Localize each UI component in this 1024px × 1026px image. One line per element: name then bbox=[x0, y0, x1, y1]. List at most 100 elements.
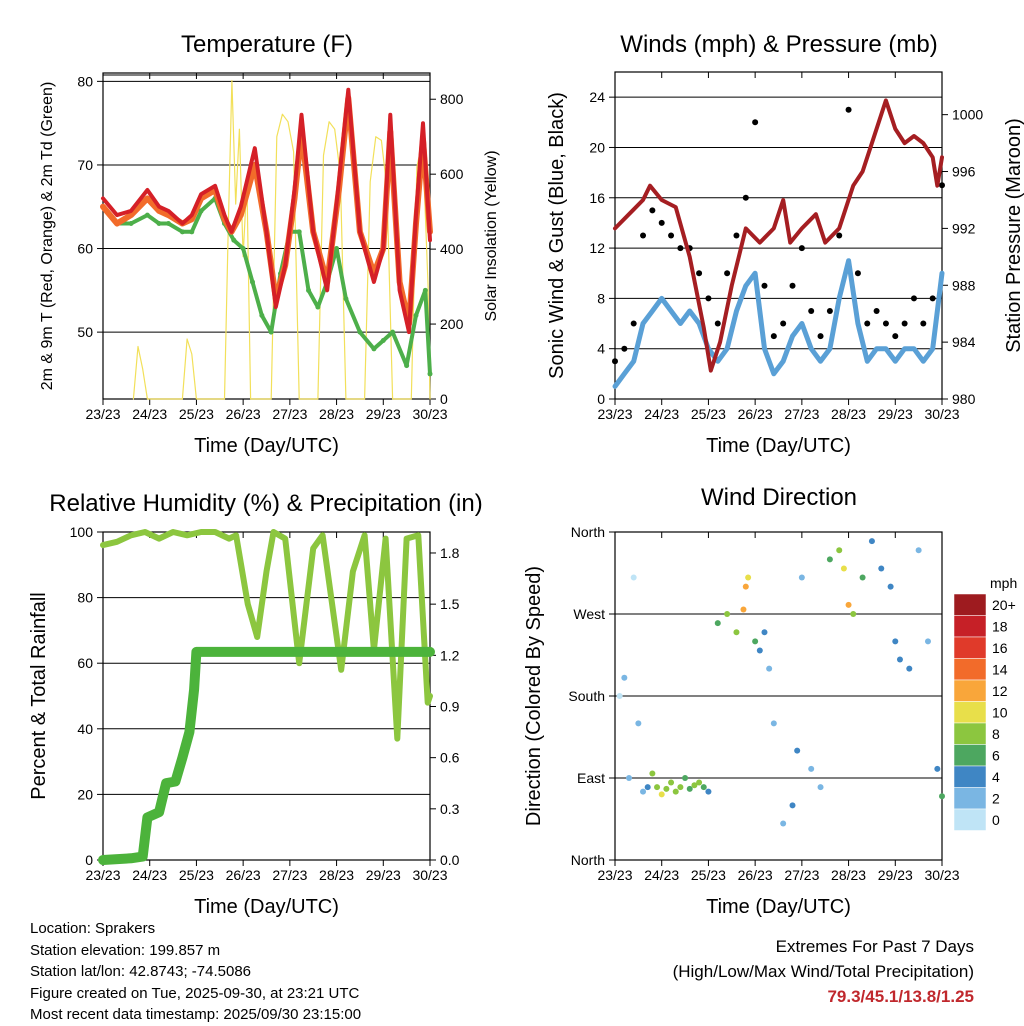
direction-point bbox=[745, 574, 752, 581]
y2-tick-label: 600 bbox=[440, 166, 464, 182]
direction-point bbox=[770, 720, 777, 727]
gust-point bbox=[939, 182, 945, 189]
gust-point bbox=[733, 232, 740, 239]
y-tick-label: 4 bbox=[597, 341, 605, 357]
gust-point bbox=[761, 282, 768, 289]
x-tick-label: 30/23 bbox=[412, 867, 447, 883]
y2-tick-label: 1.8 bbox=[440, 545, 460, 561]
x-tick-label: 26/23 bbox=[738, 406, 773, 422]
direction-point bbox=[672, 788, 679, 795]
y2-tick-label: 980 bbox=[952, 391, 976, 407]
x-tick-label: 23/23 bbox=[85, 867, 120, 883]
dewpoint-2m-point bbox=[404, 363, 410, 369]
legend-label: 8 bbox=[992, 726, 1000, 742]
y2-tick-label: 0.6 bbox=[440, 750, 460, 766]
legend-label: 6 bbox=[992, 748, 1000, 764]
y-tick-label: 24 bbox=[589, 89, 605, 105]
y-tick-label: North bbox=[571, 852, 605, 868]
x-axis-label: Time (Day/UTC) bbox=[706, 435, 851, 457]
x-tick-label: 26/23 bbox=[226, 867, 261, 883]
x-tick-label: 23/23 bbox=[597, 406, 632, 422]
x-tick-label: 24/23 bbox=[644, 406, 679, 422]
x-tick-label: 27/23 bbox=[272, 406, 307, 422]
legend-label: 20+ bbox=[992, 597, 1016, 613]
x-tick-label: 30/23 bbox=[924, 406, 959, 422]
y-tick-label: 60 bbox=[77, 241, 93, 257]
dewpoint-2m-point bbox=[380, 337, 386, 343]
latlon-text: Station lat/lon: 42.8743; -74.5086 bbox=[30, 963, 252, 980]
legend-label: 12 bbox=[992, 683, 1008, 699]
gust-point bbox=[808, 307, 815, 314]
x-tick-label: 24/23 bbox=[132, 406, 167, 422]
legend-swatch bbox=[953, 808, 987, 831]
y-tick-label: North bbox=[571, 524, 605, 540]
gust-point bbox=[714, 320, 721, 327]
direction-point bbox=[635, 720, 642, 727]
y-tick-label: South bbox=[568, 688, 605, 704]
dewpoint-2m-point bbox=[334, 246, 340, 252]
x-tick-label: 25/23 bbox=[179, 406, 214, 422]
x-tick-label: 27/23 bbox=[784, 867, 819, 883]
gust-point bbox=[836, 232, 843, 239]
x-tick-label: 29/23 bbox=[366, 867, 401, 883]
y2-tick-label: 992 bbox=[952, 220, 976, 236]
direction-point bbox=[859, 574, 866, 581]
direction-point bbox=[700, 784, 707, 791]
gust-point bbox=[770, 333, 777, 340]
created-text: Figure created on Tue, 2025-09-30, at 23… bbox=[30, 984, 360, 1002]
y-axis-label: 2m & 9m T (Red, Orange) & 2m Td (Green) bbox=[39, 82, 56, 391]
y2-tick-label: 800 bbox=[440, 91, 464, 107]
chart-title: Winds (mph) & Pressure (mb) bbox=[620, 31, 937, 58]
y2-tick-label: 0.0 bbox=[440, 852, 460, 868]
location-text: Location: Sprakers bbox=[30, 920, 156, 937]
direction-point bbox=[808, 765, 815, 772]
y-tick-label: 0 bbox=[85, 852, 93, 868]
dewpoint-2m-point bbox=[390, 329, 396, 335]
direction-point bbox=[752, 638, 759, 645]
y-axis-label: Sonic Wind & Gust (Blue, Black) bbox=[546, 92, 568, 379]
gust-point bbox=[677, 245, 684, 252]
dewpoint-2m-point bbox=[189, 229, 195, 235]
direction-point bbox=[677, 784, 684, 791]
x-tick-label: 26/23 bbox=[226, 406, 261, 422]
chart-wind_direction: 23/23 24/23 25/23 26/23 27/23 28/23 29/23 30/23… bbox=[523, 484, 960, 918]
legend-swatch bbox=[953, 658, 987, 681]
y-tick-label: 20 bbox=[77, 786, 93, 802]
direction-point bbox=[686, 785, 693, 792]
chart-humidity: 23/23 24/23 25/23 26/23 27/23 28/23 29/23 30/23… bbox=[28, 490, 483, 918]
gust-point bbox=[854, 270, 861, 277]
gust-point bbox=[658, 219, 665, 226]
gust-point bbox=[882, 320, 889, 327]
direction-point bbox=[616, 693, 623, 699]
direction-point bbox=[668, 779, 675, 786]
x-axis-label: Time (Day/UTC) bbox=[194, 896, 339, 918]
gust-point bbox=[873, 307, 880, 314]
gust-point bbox=[901, 320, 908, 327]
direction-point bbox=[733, 629, 740, 636]
y2-tick-label: 996 bbox=[952, 164, 976, 180]
legend-swatch bbox=[953, 615, 987, 638]
gust-point bbox=[724, 270, 731, 277]
x-tick-label: 28/23 bbox=[319, 867, 354, 883]
x-tick-label: 28/23 bbox=[831, 867, 866, 883]
gust-point bbox=[649, 207, 656, 214]
y2-axis-label: Solar Insolation (Yellow) bbox=[483, 150, 500, 321]
x-tick-label: 29/23 bbox=[878, 867, 913, 883]
y2-tick-label: 1.2 bbox=[440, 647, 460, 663]
y2-tick-label: 0 bbox=[440, 391, 448, 407]
direction-point bbox=[691, 782, 698, 789]
y-tick-label: 40 bbox=[77, 721, 93, 737]
legend-swatch bbox=[953, 679, 987, 702]
gust-point bbox=[864, 320, 871, 327]
x-tick-label: 30/23 bbox=[924, 867, 959, 883]
gust-point bbox=[621, 345, 628, 352]
direction-point bbox=[892, 638, 899, 645]
extremes-subtitle: (High/Low/Max Wind/Total Precipitation) bbox=[672, 962, 974, 981]
direction-point bbox=[798, 574, 805, 581]
plot-frame bbox=[614, 71, 943, 400]
dewpoint-2m-point bbox=[156, 220, 162, 226]
dewpoint-2m-point bbox=[259, 312, 265, 318]
x-tick-label: 30/23 bbox=[412, 406, 447, 422]
x-tick-label: 25/23 bbox=[691, 867, 726, 883]
